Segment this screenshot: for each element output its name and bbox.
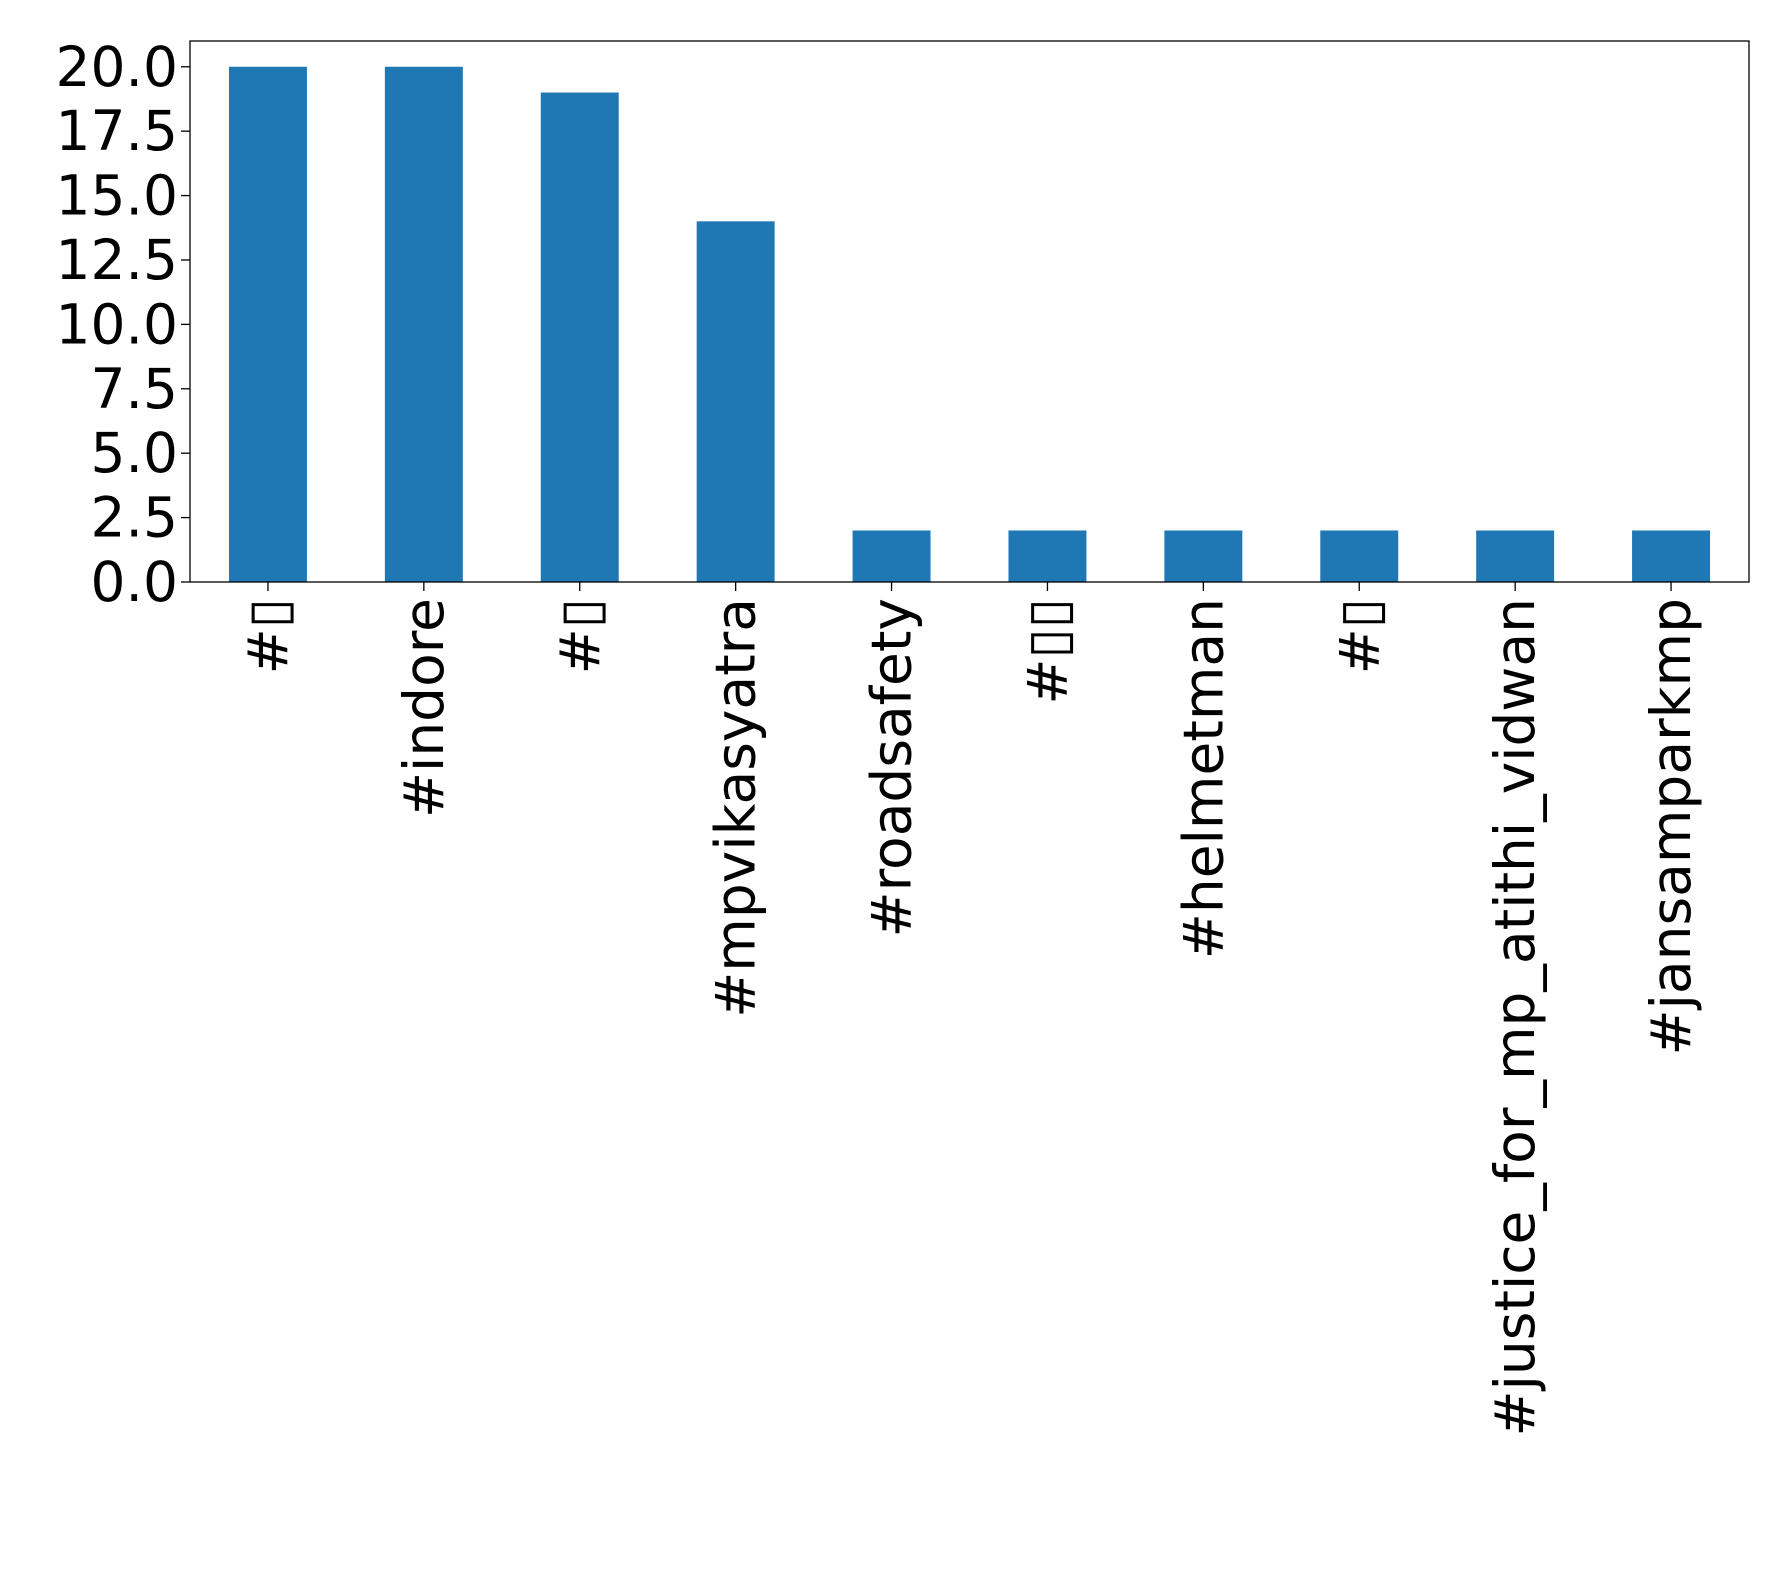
bar [540, 92, 619, 583]
x-axis-ticks: #▯ #indore #▯ #mpvikasyatra #roadsafety #▯▯ #h… [236, 582, 1703, 1436]
x-tick-label: #jansamparkmp [1639, 598, 1703, 1055]
y-tick-label: 15.0 [56, 164, 178, 228]
y-tick-label: 12.5 [56, 228, 178, 292]
y-axis-ticks: 0.02.55.07.510.012.515.017.520.0 [56, 35, 190, 614]
bar [1632, 530, 1711, 582]
x-tick-label: #justice_for_mp_atithi_vidwan [1483, 598, 1547, 1436]
bar [1320, 530, 1399, 582]
x-tick-label: #roadsafety [860, 598, 924, 937]
bar [1476, 530, 1555, 582]
bar [852, 530, 931, 582]
plot-frame [189, 40, 1750, 583]
bar [1164, 530, 1243, 582]
bar [228, 66, 307, 582]
x-tick-label: #▯▯ [1015, 598, 1079, 705]
bars-group [228, 66, 1711, 583]
y-tick-label: 7.5 [91, 357, 178, 421]
x-tick-label: #helmetman [1171, 598, 1235, 959]
bar [384, 66, 463, 582]
y-tick-label: 17.5 [56, 99, 178, 163]
x-tick-label: #indore [392, 598, 456, 818]
bar [696, 221, 775, 583]
x-tick-label: #▯ [1327, 598, 1391, 674]
x-tick-label: #mpvikasyatra [704, 598, 768, 1018]
x-tick-label: #▯ [236, 598, 300, 674]
y-tick-label: 0.0 [91, 550, 178, 614]
y-tick-label: 10.0 [56, 292, 178, 356]
bar [1008, 530, 1087, 582]
x-tick-label: #▯ [548, 598, 612, 674]
y-tick-label: 2.5 [91, 486, 178, 550]
y-tick-label: 5.0 [91, 421, 178, 485]
y-tick-label: 20.0 [56, 35, 178, 99]
